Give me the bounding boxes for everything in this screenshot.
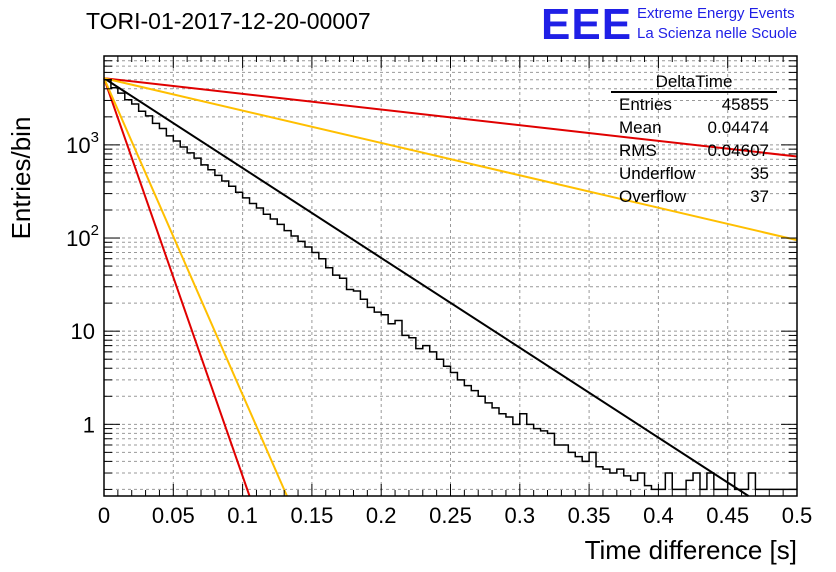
fit-curve: [103, 77, 798, 242]
eee-logo: EEE: [541, 0, 633, 49]
y-tick-label: 10: [71, 319, 95, 344]
x-tick-label: 0.2: [366, 503, 397, 528]
x-tick-label: 0.45: [706, 503, 749, 528]
histogram: [104, 79, 797, 491]
x-tick-label: 0.3: [505, 503, 536, 528]
fit-curve: [103, 77, 288, 497]
x-tick-label: 0.05: [152, 503, 195, 528]
stats-label: Mean: [619, 118, 662, 137]
stats-label: Underflow: [619, 164, 696, 183]
fit-curve: [103, 77, 251, 497]
y-tick-label: 103: [66, 129, 99, 158]
chart-title: TORI-01-2017-12-20-00007: [86, 8, 371, 34]
stats-value: 45855: [722, 95, 769, 114]
x-tick-label: 0.35: [568, 503, 611, 528]
fit-curves: [103, 77, 798, 497]
stats-name: DeltaTime: [656, 72, 733, 91]
axis-ticks: [103, 55, 798, 496]
x-axis-title: Time difference [s]: [585, 535, 797, 565]
stats-value: 37: [750, 187, 769, 206]
logo-line-1: Extreme Energy Events: [637, 5, 795, 22]
logo-caption: Extreme Energy Events La Scienza nelle S…: [637, 4, 797, 44]
x-tick-label: 0: [98, 503, 110, 528]
stats-box: DeltaTime Entries 45855 Mean 0.04474 RMS 0.046…: [611, 72, 777, 206]
stats-value: 0.04474: [708, 118, 769, 137]
x-tick-label: 0.25: [429, 503, 472, 528]
y-tick-label: 102: [66, 222, 99, 251]
histogram-steps: [104, 79, 797, 491]
x-tick-label: 0.4: [643, 503, 674, 528]
stats-label: Entries: [619, 95, 672, 114]
fit-curve: [103, 77, 750, 497]
grid: [104, 55, 797, 496]
logo-line-2: La Scienza nelle Scuole: [637, 25, 798, 42]
y-axis-title: Entries/bin: [6, 117, 36, 240]
x-tick-label: 0.1: [227, 503, 258, 528]
y-tick-label: 1: [83, 412, 95, 437]
tick-labels: 0 0.05 0.1 0.15 0.2 0.25 0.3 0.35 0.4 0.45 0.5 1 10 1…: [66, 129, 812, 528]
stats-value: 35: [750, 164, 769, 183]
stats-value: 0.04607: [708, 141, 769, 160]
stats-label: Overflow: [619, 187, 687, 206]
x-tick-label: 0.15: [290, 503, 333, 528]
stats-label: RMS: [619, 141, 657, 160]
x-tick-label: 0.5: [782, 503, 813, 528]
fit-curve: [103, 77, 798, 158]
